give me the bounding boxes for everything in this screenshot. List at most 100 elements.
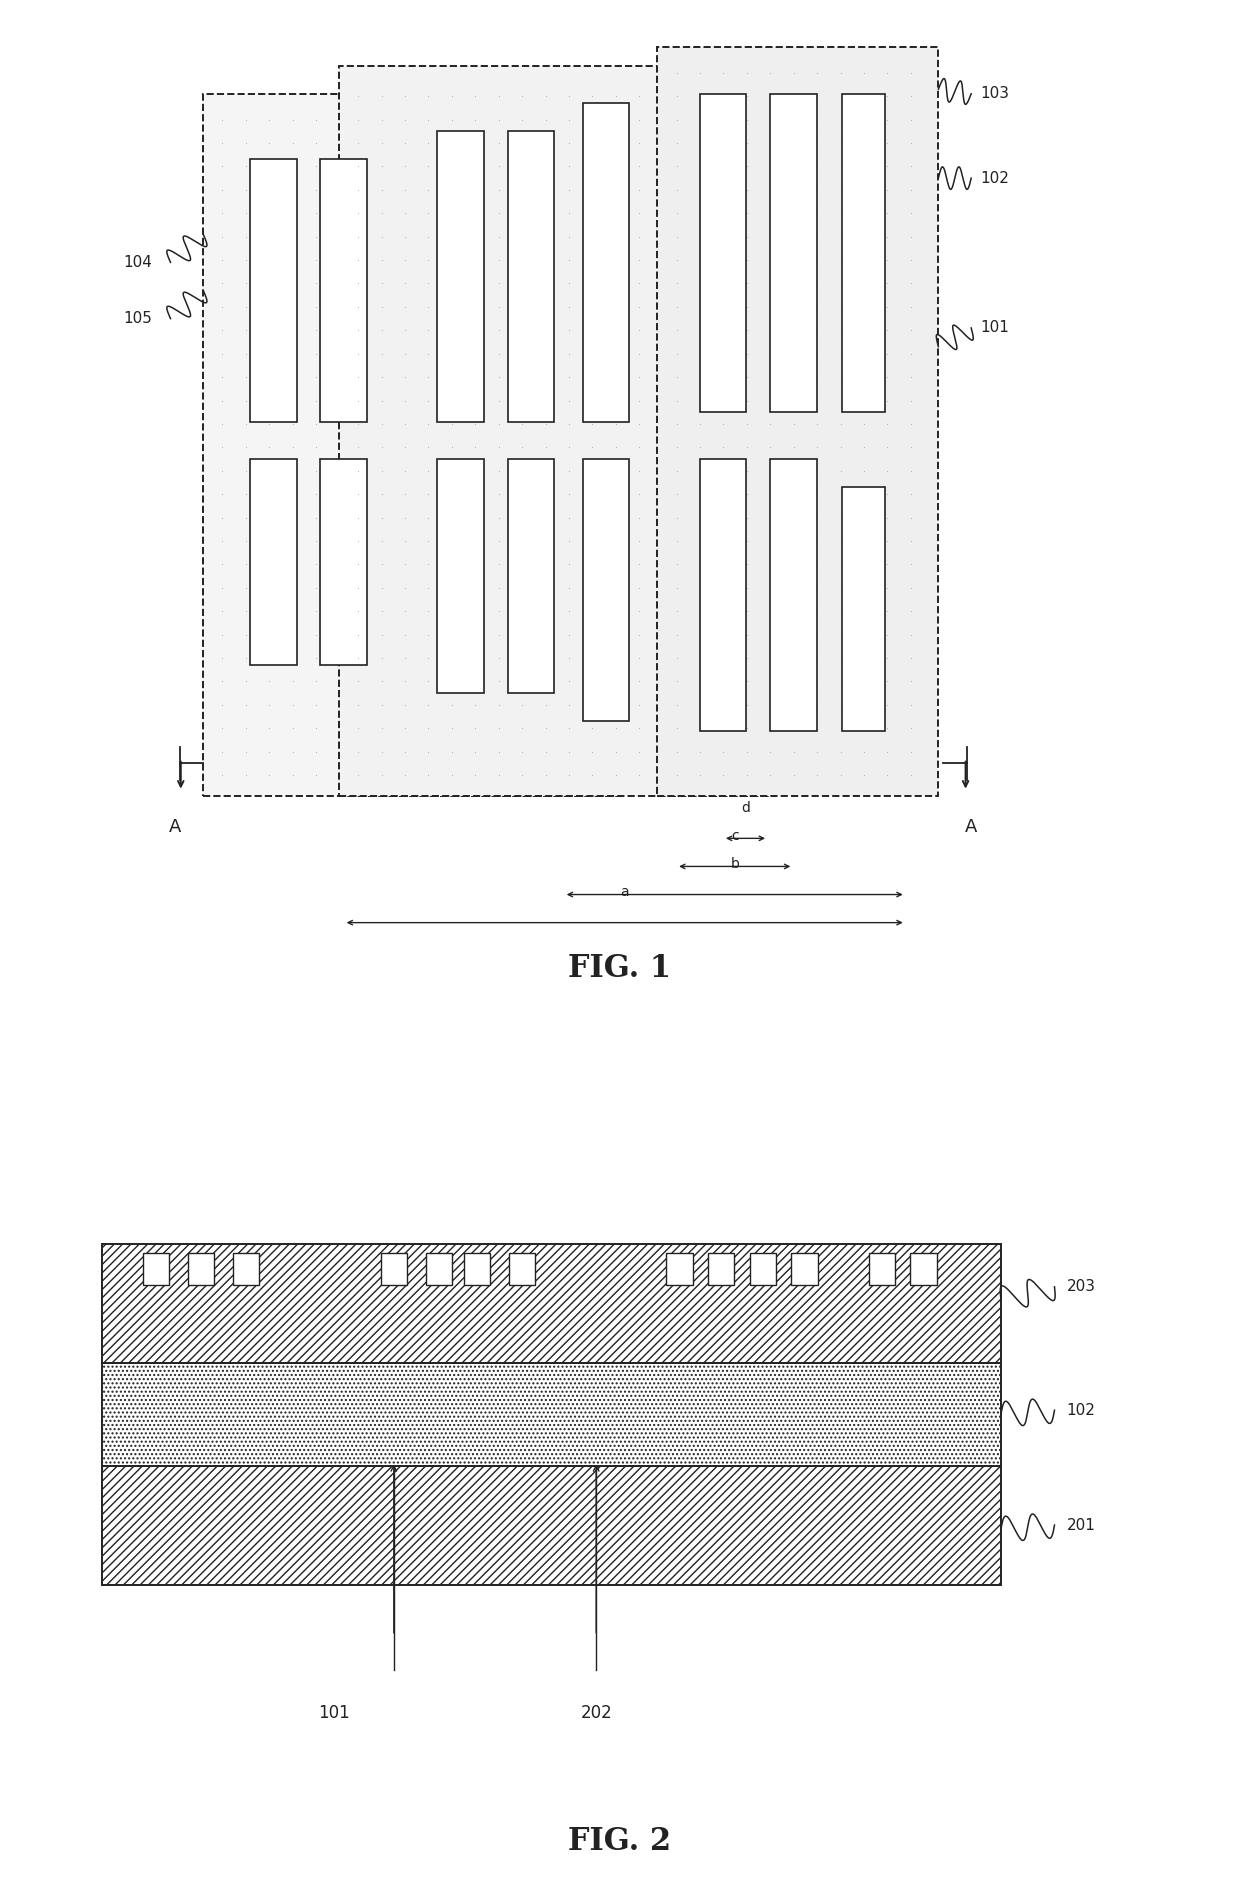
Point [723, 81, 743, 112]
Point [419, 199, 439, 229]
Bar [507, 130, 554, 422]
Point [396, 129, 415, 159]
Point [723, 713, 743, 743]
Point [629, 478, 649, 509]
Point [259, 713, 279, 743]
Bar [770, 460, 817, 730]
Point [306, 174, 326, 204]
Point [807, 338, 827, 369]
Point [854, 573, 874, 603]
Point [396, 596, 415, 626]
Point [236, 573, 255, 603]
Point [441, 246, 461, 276]
Point [807, 526, 827, 556]
Point [494, 573, 513, 603]
Point [713, 666, 733, 696]
Point [489, 386, 508, 416]
Point [583, 666, 603, 696]
Point [212, 338, 232, 369]
Point [306, 199, 326, 229]
Point [536, 643, 556, 673]
Point [372, 456, 392, 486]
Point [723, 548, 743, 579]
Point [784, 338, 804, 369]
Point [396, 573, 415, 603]
Point [465, 666, 485, 696]
Point [419, 620, 439, 651]
Point [512, 361, 532, 391]
Point [713, 433, 733, 463]
Point [348, 361, 368, 391]
Point [699, 478, 719, 509]
Point [746, 503, 766, 533]
Point [489, 361, 508, 391]
Point [348, 737, 368, 768]
Point [489, 596, 508, 626]
Point [807, 408, 827, 439]
Point [517, 666, 537, 696]
Point [494, 456, 513, 486]
Point [606, 526, 626, 556]
Point [377, 433, 397, 463]
Point [330, 129, 350, 159]
Point [259, 620, 279, 651]
Point [396, 526, 415, 556]
Point [372, 713, 392, 743]
Point [667, 737, 687, 768]
Point [396, 643, 415, 673]
Point [465, 503, 485, 533]
Point [723, 129, 743, 159]
Point [541, 221, 560, 252]
Point [494, 478, 513, 509]
Point [259, 573, 279, 603]
Point [489, 246, 508, 276]
Point [517, 573, 537, 603]
Point [807, 548, 827, 579]
Point [283, 199, 303, 229]
Point [559, 690, 579, 720]
Point [377, 129, 397, 159]
Point [606, 338, 626, 369]
Point [396, 246, 415, 276]
Point [441, 174, 461, 204]
Point [807, 573, 827, 603]
Point [713, 503, 733, 533]
Point [676, 151, 696, 182]
Point [691, 386, 711, 416]
Point [723, 316, 743, 346]
Point [583, 221, 603, 252]
Point [831, 57, 851, 87]
Point [541, 386, 560, 416]
Point [629, 104, 649, 134]
Point [676, 246, 696, 276]
Point [760, 81, 780, 112]
Point [606, 737, 626, 768]
Point [878, 433, 898, 463]
Point [564, 666, 584, 696]
Point [399, 199, 419, 229]
Point [465, 246, 485, 276]
Point [259, 737, 279, 768]
Point [353, 690, 373, 720]
Point [723, 478, 743, 509]
Point [667, 316, 687, 346]
Point [517, 713, 537, 743]
Point [465, 643, 485, 673]
Text: 101: 101 [981, 320, 1009, 335]
Point [652, 737, 672, 768]
Point [723, 199, 743, 229]
Point [536, 408, 556, 439]
Point [377, 620, 397, 651]
Point [760, 456, 780, 486]
Point [541, 361, 560, 391]
Point [470, 291, 490, 321]
Point [559, 478, 579, 509]
Point [236, 291, 255, 321]
Point [517, 221, 537, 252]
Point [419, 573, 439, 603]
Point [465, 386, 485, 416]
Point [259, 433, 279, 463]
Point [470, 478, 490, 509]
Point [652, 199, 672, 229]
Point [691, 548, 711, 579]
